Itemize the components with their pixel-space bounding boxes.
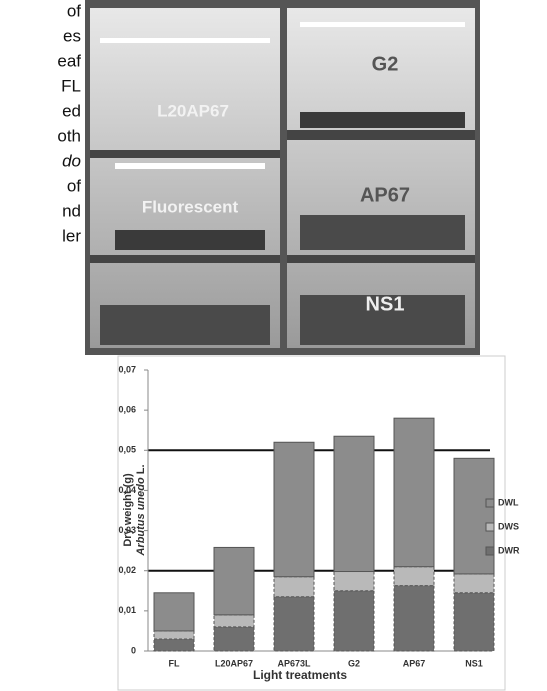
y-tick-label: 0,02 (118, 565, 136, 575)
bar-segment (153, 630, 195, 640)
bar-segment (393, 585, 435, 652)
y-axis-label: Dry weight (g) (122, 473, 134, 547)
text-fragment: do (62, 151, 81, 170)
x-tick-label: L20AP67 (215, 658, 253, 668)
author: L. (135, 464, 147, 474)
species: Arbutus unedo (135, 477, 147, 556)
text-fragment: ler (62, 226, 81, 245)
lamp (300, 22, 465, 27)
y-tick-label: 0 (131, 645, 136, 655)
text-fragment: es (63, 26, 81, 45)
text-fragment: oth (57, 126, 81, 145)
bar-segment (273, 441, 315, 578)
y-tick-label: 0,03 (118, 525, 136, 535)
tray (300, 295, 465, 345)
photo-label: G2 (372, 53, 399, 75)
lamp (100, 38, 270, 43)
text-fragment: eaf (57, 51, 81, 70)
text-fragment: of (67, 176, 81, 195)
photo-label: NS1 (366, 293, 405, 315)
bar-segment (273, 576, 315, 598)
bar-segment (333, 590, 375, 652)
lamp (115, 163, 265, 169)
legend-label: DWR (498, 545, 520, 555)
bar-segment (273, 596, 315, 652)
text-fragment: nd (62, 201, 81, 220)
legend-label: DWL (498, 497, 519, 507)
legend-swatch (485, 498, 495, 508)
photo-label: L20AP67 (157, 101, 229, 120)
legend-swatch (485, 546, 495, 556)
bar-segment (453, 592, 495, 652)
bar-segment (333, 435, 375, 573)
photo-label: AP67 (360, 184, 410, 206)
bar-segment (393, 566, 435, 587)
y-axis-label: Arbutus unedo L. (135, 464, 147, 556)
y-tick-label: 0,05 (118, 445, 136, 455)
text-fragment: FL (61, 76, 81, 95)
text-fragment: ed (62, 101, 81, 120)
y-tick-label: 0,01 (118, 605, 136, 615)
photo: L20AP67 Fluorescent G2 AP67 NS1 (85, 0, 480, 355)
photo-label: Fluorescent (142, 197, 239, 216)
x-tick-label: AP673L (277, 658, 311, 668)
bar-segment (393, 417, 435, 568)
tray (115, 230, 265, 250)
x-axis-label: Light treatments (253, 668, 347, 682)
bar-segment (153, 592, 195, 632)
legend-label: DWS (498, 521, 519, 531)
bar-segment (213, 626, 255, 652)
legend-swatch (485, 522, 495, 532)
bar-segment (453, 457, 495, 575)
bar-segment (153, 638, 195, 652)
x-tick-label: AP67 (403, 658, 426, 668)
chamber-left (90, 8, 280, 348)
chamber-right (287, 8, 475, 348)
y-tick-label: 0,06 (118, 405, 136, 415)
y-tick-label: 0,07 (118, 364, 136, 374)
tray (300, 215, 465, 250)
text-fragment: of (67, 1, 81, 20)
bar-segment (213, 546, 255, 616)
shelf (287, 130, 475, 140)
x-tick-label: FL (169, 658, 180, 668)
tray (300, 112, 465, 128)
shelf (90, 255, 280, 263)
x-tick-label: NS1 (465, 658, 483, 668)
shelf (287, 255, 475, 263)
bar-segment (333, 571, 375, 592)
x-tick-label: G2 (348, 658, 360, 668)
bar-segment (453, 573, 495, 594)
shelf (90, 150, 280, 158)
tray (100, 305, 270, 345)
y-tick-label: 0,04 (118, 485, 136, 495)
bar-segment (213, 614, 255, 628)
